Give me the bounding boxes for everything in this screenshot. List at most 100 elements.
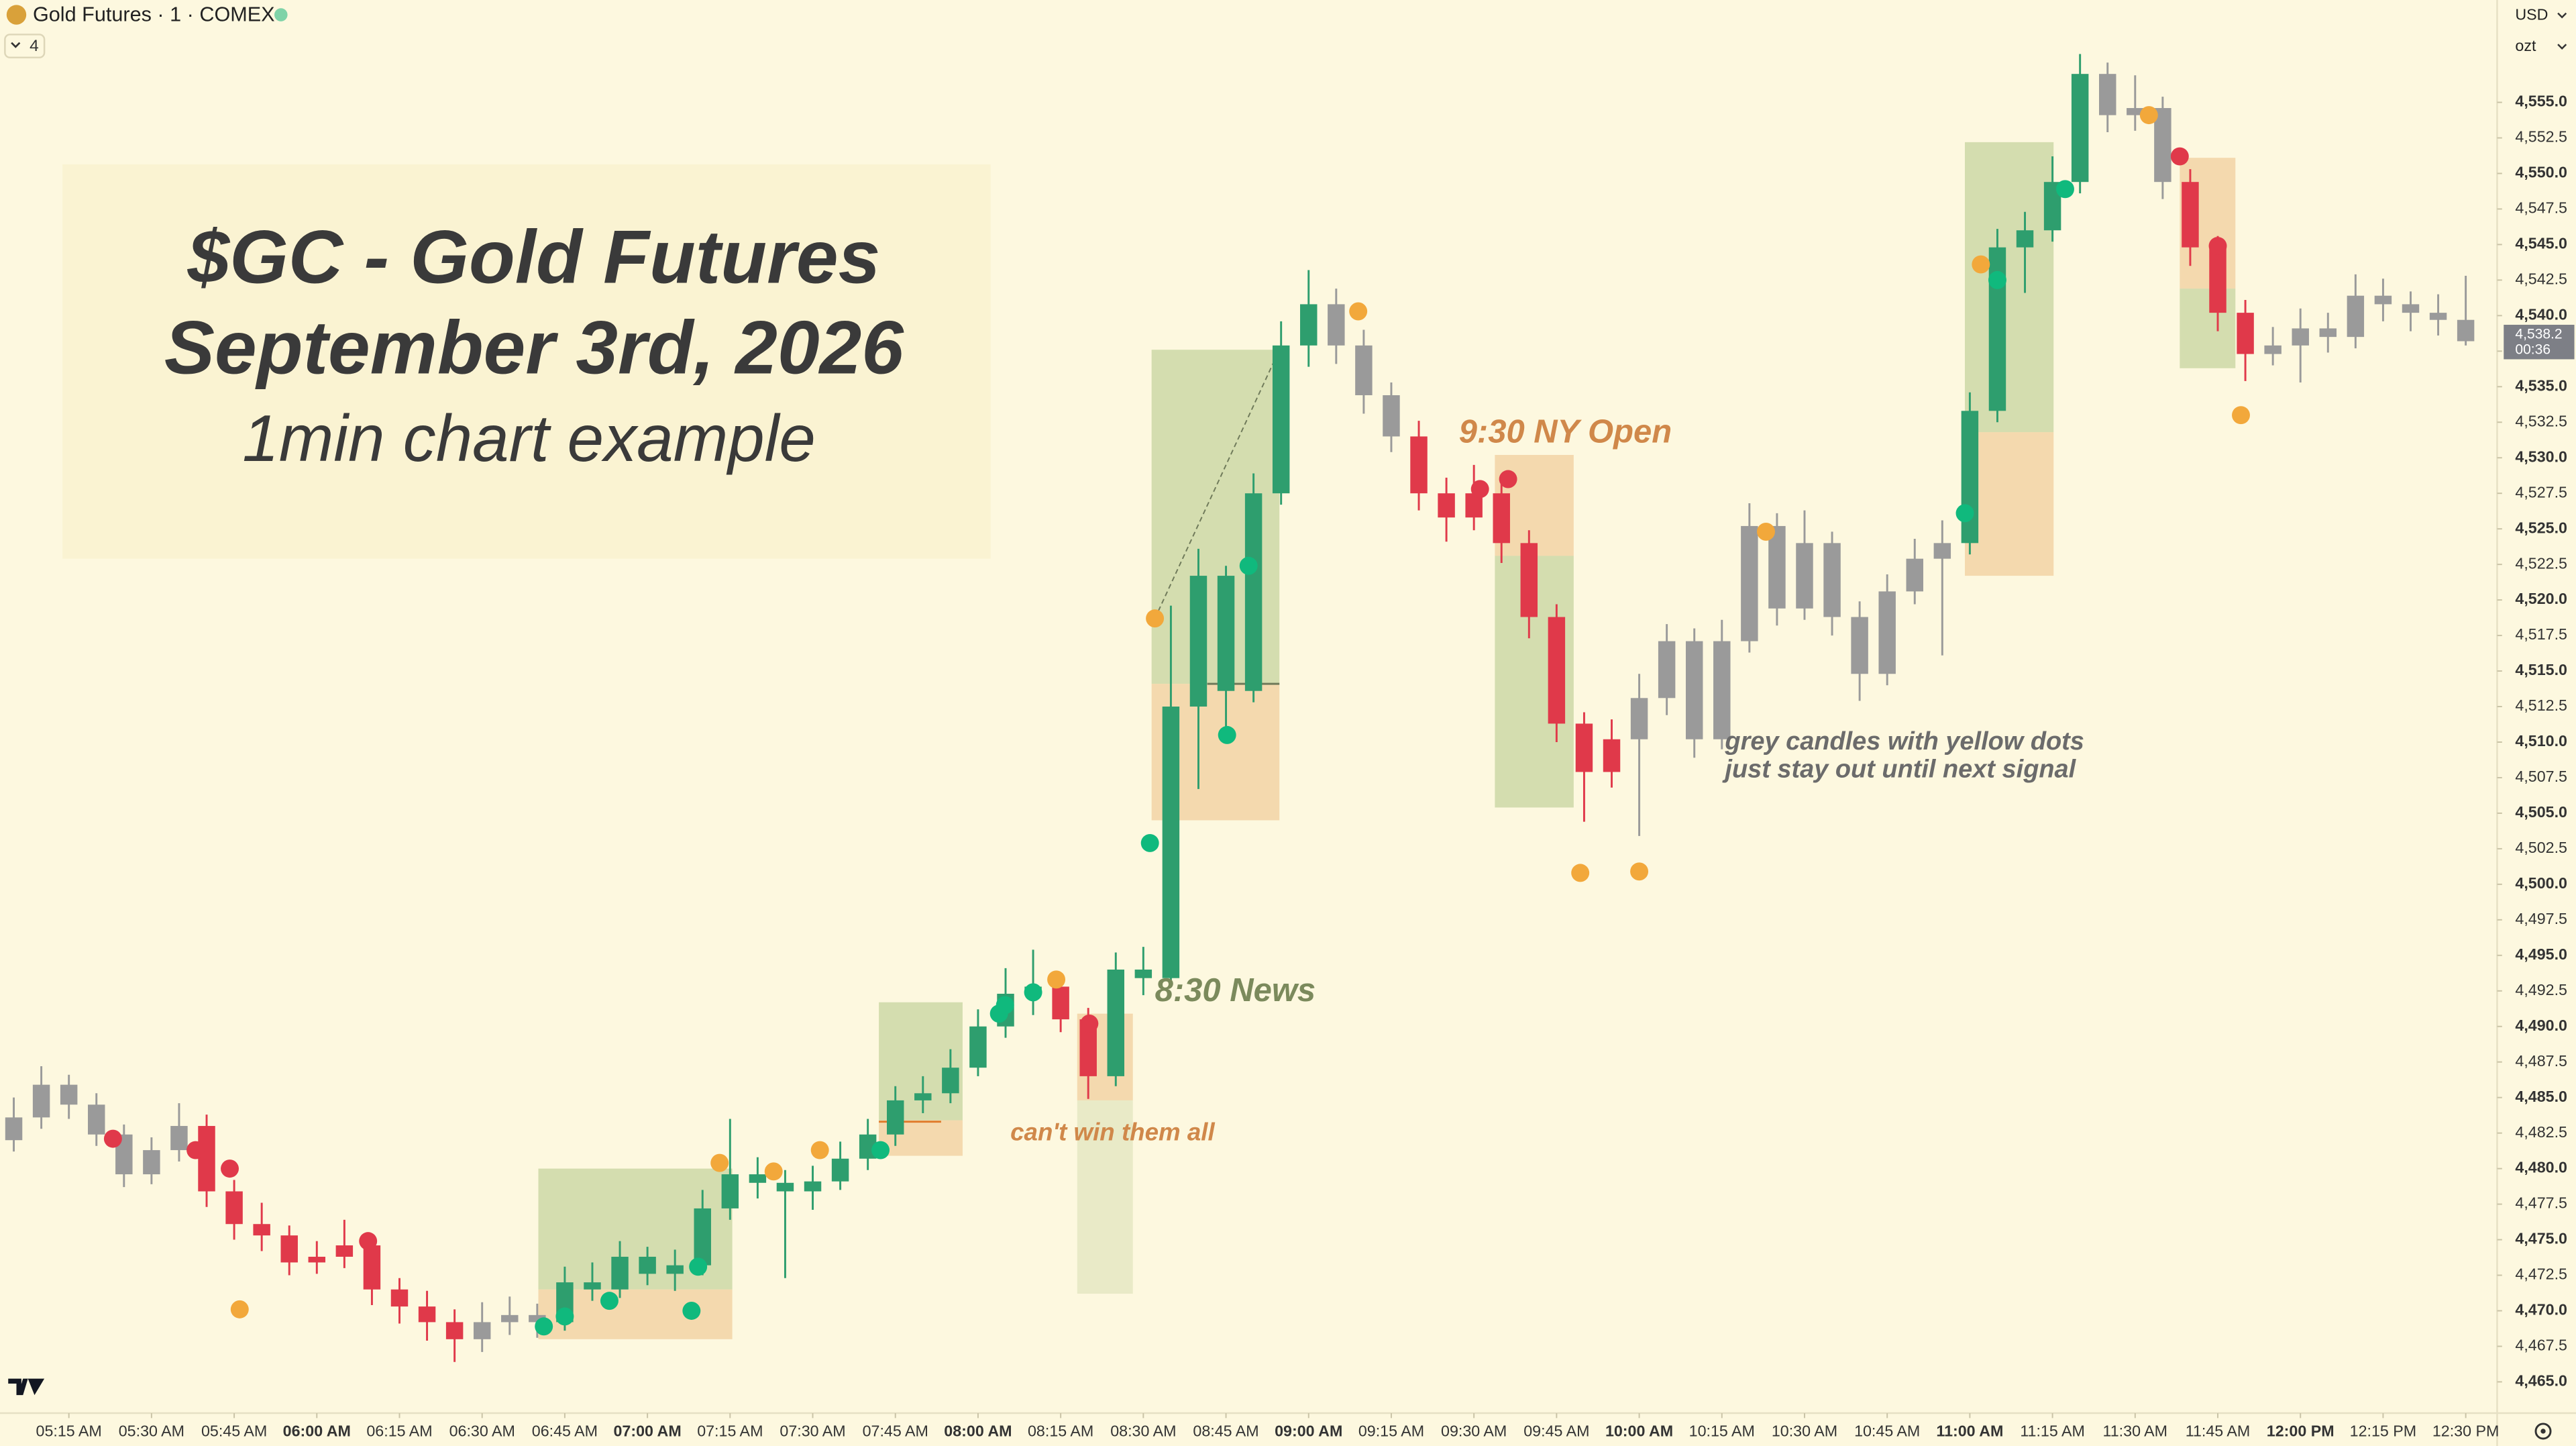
x-tick-label: 09:45 AM — [1523, 1422, 1589, 1439]
trade-zone — [1965, 142, 2054, 433]
candle-body — [2347, 295, 2365, 338]
candle-body — [1630, 698, 1648, 739]
trade-zone — [1077, 1100, 1133, 1294]
y-tick-label: 4,497.5 — [2515, 910, 2567, 927]
chevron — [2557, 12, 2567, 19]
signal-dot — [1955, 504, 1974, 523]
symbol-icon — [6, 5, 27, 25]
candle-body — [721, 1174, 739, 1208]
currency: USD — [2515, 5, 2548, 23]
candle-body — [1052, 986, 1069, 1020]
candle-body — [886, 1100, 904, 1135]
subtitle: 1min chart example — [242, 401, 816, 475]
y-tick-label: 4,530.0 — [2515, 448, 2567, 465]
title-panel — [62, 164, 991, 559]
candle-body — [363, 1245, 381, 1290]
countdown: 00:36 — [2515, 342, 2551, 358]
signal-dot — [1571, 864, 1590, 882]
x-tick-label: 11:30 AM — [2103, 1422, 2168, 1439]
unit-menu[interactable]: ozt — [2515, 37, 2567, 54]
gear-center — [2540, 1429, 2546, 1434]
signal-dot — [600, 1292, 619, 1310]
y-tick-label: 4,505.0 — [2515, 803, 2567, 821]
candle-body — [776, 1182, 794, 1192]
x-tick-label: 06:30 AM — [449, 1422, 515, 1439]
signal-dot — [2170, 147, 2189, 166]
signal-dot — [1349, 302, 1368, 321]
candle-body — [280, 1235, 298, 1263]
candle-body — [1713, 641, 1731, 739]
signals — [103, 106, 2250, 1336]
last-price-label: 4,538.2 — [2515, 326, 2562, 342]
signal-dot — [1146, 609, 1165, 628]
y-tick-label: 4,472.5 — [2515, 1266, 2567, 1283]
candle-body — [2127, 108, 2144, 115]
candle-body — [5, 1117, 23, 1141]
candle-body — [1851, 617, 1868, 674]
candle-body — [1162, 707, 1180, 978]
annotation: 9:30 NY Open — [1459, 413, 1672, 450]
y-tick-label: 4,545.0 — [2515, 235, 2567, 252]
x-tick-label: 10:30 AM — [1772, 1422, 1837, 1439]
tradingview-logo[interactable] — [8, 1378, 45, 1396]
title-line: $GC - Gold Futures — [187, 215, 881, 299]
y-tick-label: 4,475.0 — [2515, 1230, 2567, 1247]
y-tick-label: 4,535.0 — [2515, 376, 2567, 394]
zones — [538, 142, 2236, 1339]
y-tick-label: 4,507.5 — [2515, 768, 2567, 785]
status-dot — [274, 8, 288, 21]
y-tick-label: 4,485.0 — [2515, 1088, 2567, 1105]
y-tick-label: 4,510.0 — [2515, 732, 2567, 750]
last-price-tag — [2504, 325, 2575, 360]
x-tick-label: 05:15 AM — [36, 1422, 102, 1439]
signal-dot — [1499, 470, 1517, 488]
candle-body — [1796, 543, 1813, 609]
signal-dot — [555, 1307, 574, 1326]
candle-body — [639, 1256, 656, 1274]
x-tick-label: 12:15 PM — [2350, 1422, 2417, 1439]
x-tick-label: 08:30 AM — [1110, 1422, 1176, 1439]
trade-zone — [2180, 289, 2236, 368]
x-tick-label: 10:00 AM — [1605, 1422, 1673, 1439]
y-tick-label: 4,495.0 — [2515, 945, 2567, 963]
signal-dot — [1024, 983, 1042, 1002]
candle-body — [473, 1322, 491, 1339]
indicators-toggle[interactable]: 4 — [4, 34, 46, 58]
candle-body — [1107, 969, 1125, 1076]
x-tick-label: 12:00 PM — [2267, 1422, 2334, 1439]
candle-body — [1878, 591, 1896, 674]
candle-body — [1685, 641, 1703, 739]
unit: ozt — [2515, 37, 2536, 54]
candle-body — [2429, 313, 2447, 320]
candle-body — [335, 1245, 354, 1257]
symbol-header[interactable]: Gold Futures · 1 · COMEX — [6, 3, 288, 25]
signal-dot — [996, 996, 1014, 1015]
x-tick-label: 08:45 AM — [1193, 1422, 1258, 1439]
y-tick-label: 4,500.0 — [2515, 874, 2567, 892]
settings-button[interactable] — [2534, 1423, 2552, 1440]
signal-dot — [1630, 862, 1649, 881]
signal-dot — [2056, 180, 2074, 199]
candle-body — [308, 1256, 326, 1263]
candle-body — [1189, 576, 1208, 707]
signal-dot — [230, 1300, 249, 1319]
candle-body — [1134, 969, 1152, 978]
candle-body — [2154, 108, 2171, 183]
candle-body — [501, 1314, 519, 1323]
annotation: just stay out until next signal — [1721, 756, 2076, 784]
candle-body — [666, 1265, 684, 1274]
candle-body — [170, 1126, 188, 1151]
candle-body — [749, 1174, 767, 1183]
y-tick-label: 4,517.5 — [2515, 625, 2567, 643]
y-tick-label: 4,550.0 — [2515, 164, 2567, 181]
currency-menu[interactable]: USD — [2515, 5, 2567, 23]
x-tick-label: 06:45 AM — [532, 1422, 598, 1439]
candle-body — [1906, 558, 1923, 592]
candle-body — [1438, 493, 1455, 518]
y-tick-label: 4,512.5 — [2515, 696, 2567, 714]
y-tick-label: 4,552.5 — [2515, 128, 2567, 146]
x-tick-label: 05:30 AM — [119, 1422, 184, 1439]
toggle-box — [4, 34, 46, 58]
